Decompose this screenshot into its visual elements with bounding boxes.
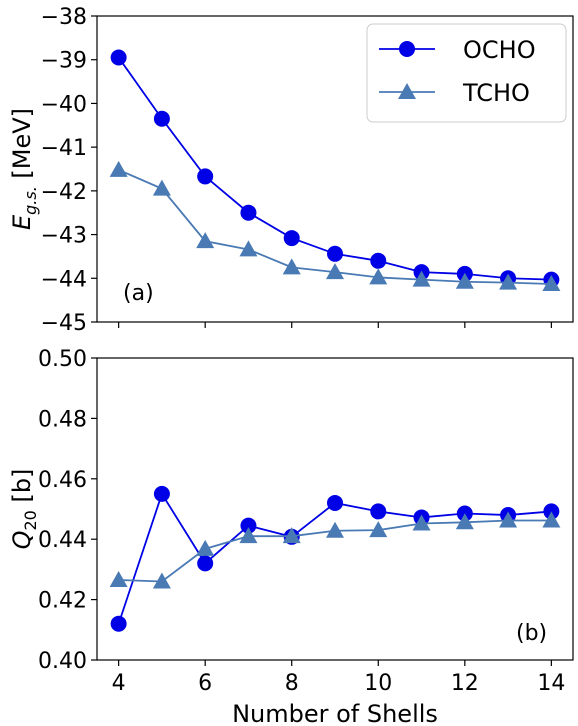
y-tick-label: 0.42 <box>38 589 87 614</box>
y-tick-label: −44 <box>41 267 87 292</box>
x-tick-label: 4 <box>112 671 126 696</box>
x-tick-label: 8 <box>285 671 299 696</box>
data-point-tcho <box>369 268 388 285</box>
y-tick-label: 0.48 <box>38 407 87 432</box>
x-tick-label: 14 <box>537 671 565 696</box>
y-axis-label: Q20 [b] <box>8 469 40 550</box>
y-tick-label: −42 <box>41 180 87 205</box>
y-tick-label: −43 <box>41 224 87 249</box>
legend-label-tcho: TCHO <box>462 79 530 107</box>
data-point-tcho <box>326 521 344 538</box>
data-point-ocho <box>153 110 170 127</box>
data-point-ocho <box>283 230 300 247</box>
y-tick-label: −40 <box>41 92 87 117</box>
y-axis-label-unit: [b] <box>8 469 36 511</box>
plot-frame <box>96 357 574 661</box>
data-point-tcho <box>412 270 431 287</box>
data-point-tcho <box>412 514 431 531</box>
panel-a: −45 −44 −43 −42 −41 −40 −39 −38 Eg.s. [MeV] (a) OC… <box>8 5 574 336</box>
data-point-tcho <box>499 273 518 290</box>
data-point-ocho <box>197 168 214 185</box>
y-axis-label-sub: 20 <box>21 510 40 530</box>
y-axis-label-sub: g.s. <box>21 186 40 215</box>
data-point-ocho <box>327 245 343 262</box>
y-axis-label: Eg.s. [MeV] <box>8 108 40 230</box>
panel-label: (a) <box>123 281 154 306</box>
data-point-tcho <box>239 527 258 544</box>
data-point-tcho <box>109 570 128 587</box>
y-tick-label: −45 <box>41 311 87 336</box>
legend-marker-ocho <box>399 41 415 57</box>
data-point-ocho <box>327 494 343 511</box>
data-point-tcho <box>542 274 561 291</box>
panel-label: (b) <box>516 621 547 646</box>
data-point-tcho <box>282 527 301 544</box>
data-point-tcho <box>326 263 344 280</box>
data-point-ocho <box>240 204 257 221</box>
y-tick-label: 0.40 <box>38 649 87 674</box>
data-point-ocho <box>240 517 257 534</box>
y-axis-label-main: E <box>8 214 36 230</box>
data-point-ocho <box>110 615 127 632</box>
data-point-tcho <box>152 572 171 589</box>
y-axis-label-main: Q <box>8 531 36 550</box>
y-tick-label: −39 <box>41 49 87 74</box>
data-point-tcho <box>369 521 388 538</box>
data-point-tcho <box>239 240 258 257</box>
data-point-ocho <box>153 485 170 502</box>
y-tick-label: −41 <box>41 136 87 161</box>
x-axis-label: Number of Shells <box>232 700 438 726</box>
x-tick-label: 12 <box>451 671 479 696</box>
legend-marker-tcho <box>398 83 416 99</box>
y-tick-label: 0.50 <box>38 347 87 372</box>
data-point-tcho <box>152 179 171 196</box>
data-point-ocho <box>197 555 214 572</box>
data-point-ocho <box>370 503 387 520</box>
data-point-tcho <box>282 258 301 275</box>
series-line-ocho <box>117 491 552 625</box>
x-tick-label: 6 <box>198 671 212 696</box>
data-point-ocho <box>110 49 127 66</box>
y-tick-label: −38 <box>41 5 87 30</box>
series-tcho <box>109 511 561 589</box>
data-point-ocho <box>370 252 387 269</box>
data-point-tcho <box>196 232 215 249</box>
data-point-tcho <box>196 539 215 556</box>
data-point-tcho <box>499 511 518 528</box>
data-point-ocho <box>543 503 560 520</box>
data-point-tcho <box>542 511 561 528</box>
x-tick-label: 10 <box>364 671 392 696</box>
series-ocho <box>110 485 560 632</box>
series-tcho <box>109 160 561 291</box>
y-axis-label-unit: [MeV] <box>8 108 36 186</box>
plot-frame <box>96 15 574 323</box>
data-point-tcho <box>455 272 474 289</box>
y-tick-label: 0.46 <box>38 468 87 493</box>
data-point-tcho <box>455 513 474 530</box>
panel-b: 4 6 8 10 12 14 0.40 0.42 0.44 0.46 0.48 0.50 Q20 [b]… <box>8 347 574 726</box>
legend-label-ocho: OCHO <box>463 36 536 64</box>
data-point-tcho <box>109 160 128 177</box>
legend: OCHO TCHO <box>366 23 567 123</box>
series-ocho <box>110 49 560 288</box>
y-tick-label: 0.44 <box>38 528 87 553</box>
